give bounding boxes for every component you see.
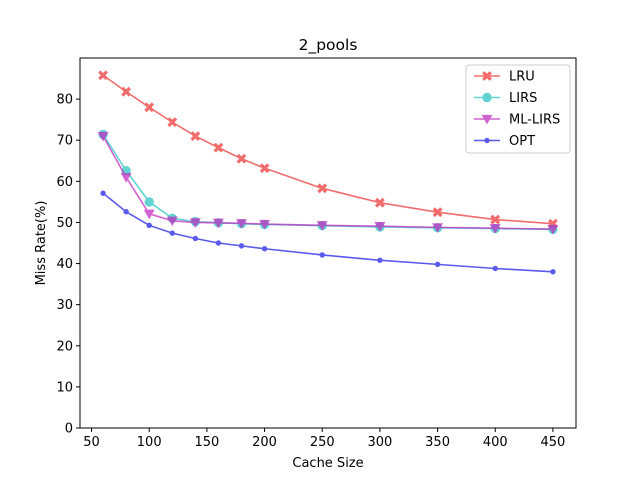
data-point <box>120 173 132 183</box>
legend-marker <box>482 92 492 103</box>
x-tick-label: 350 <box>425 435 450 450</box>
x-axis: 50 100 150 200 250 300 350 400 450 <box>83 428 565 450</box>
data-point <box>123 209 129 215</box>
x-axis-label: Cache Size <box>292 456 363 471</box>
y-axis: 0 10 20 30 40 50 60 70 80 <box>56 93 80 437</box>
legend-label: ML-LIRS <box>509 113 560 128</box>
series-ml-lirs <box>97 131 559 235</box>
data-point <box>166 216 178 227</box>
data-point <box>547 224 559 235</box>
data-point <box>236 153 247 164</box>
data-point <box>319 252 325 258</box>
data-point <box>144 197 154 207</box>
legend-label: OPT <box>509 134 535 149</box>
data-point <box>169 230 175 236</box>
data-point <box>261 246 268 252</box>
data-point <box>146 222 152 229</box>
x-tick-label: 300 <box>367 435 392 450</box>
data-point <box>490 214 501 225</box>
legend-box <box>465 64 571 154</box>
x-tick-label: 400 <box>483 435 508 450</box>
y-tick-label: 50 <box>56 216 73 231</box>
data-point <box>377 257 383 263</box>
data-point <box>259 163 270 174</box>
y-tick-label: 30 <box>56 298 73 313</box>
x-tick-label: 450 <box>541 435 566 450</box>
y-tick-label: 10 <box>56 380 73 395</box>
y-axis-label: Miss Rate(%) <box>34 201 49 286</box>
data-point <box>98 70 108 81</box>
legend-label: LRU <box>509 70 535 85</box>
legend-item-lirs: LIRS <box>474 91 537 106</box>
data-point <box>97 131 109 142</box>
data-point <box>550 269 556 275</box>
y-tick-label: 80 <box>56 93 73 108</box>
legend-item-lru: LRU <box>474 70 535 85</box>
x-tick-label: 100 <box>137 435 162 450</box>
legend-item-ml-lirs: ML-LIRS <box>474 113 560 128</box>
data-point <box>215 240 222 246</box>
y-tick-label: 60 <box>56 175 73 190</box>
data-point <box>100 190 106 196</box>
x-tick-label: 50 <box>83 435 100 450</box>
data-point <box>192 235 199 242</box>
data-point <box>167 117 178 128</box>
x-tick-label: 150 <box>194 435 219 450</box>
y-tick-label: 70 <box>56 134 73 149</box>
axes-frame <box>79 57 577 429</box>
legend-item-opt: OPT <box>474 134 535 149</box>
data-point <box>238 243 245 249</box>
x-tick-label: 250 <box>310 435 335 450</box>
data-point <box>213 142 224 153</box>
data-point <box>374 221 386 232</box>
data-point <box>434 261 441 268</box>
y-tick-label: 20 <box>56 339 73 354</box>
data-point <box>492 265 498 272</box>
legend-marker <box>482 71 492 81</box>
data-point <box>236 219 247 229</box>
data-point <box>189 218 201 228</box>
data-point <box>317 183 328 194</box>
data-point <box>190 131 201 142</box>
data-point <box>121 86 132 97</box>
chart-title: 2_pools <box>299 36 358 55</box>
plot-area <box>97 70 559 275</box>
y-tick-label: 0 <box>65 422 73 437</box>
legend-marker <box>484 137 490 144</box>
data-point <box>432 207 443 218</box>
x-tick-label: 200 <box>252 435 277 450</box>
data-point <box>144 102 155 113</box>
data-point <box>432 223 444 233</box>
series-lru <box>98 70 558 229</box>
data-point <box>489 224 501 234</box>
legend: LRU LIRS ML-LIRS OPT <box>465 64 571 154</box>
data-point <box>316 221 328 231</box>
data-point <box>374 197 385 208</box>
data-point <box>212 218 224 229</box>
legend-label: LIRS <box>509 91 537 106</box>
legend-marker <box>481 114 493 125</box>
y-tick-label: 40 <box>56 257 73 272</box>
series-opt <box>100 190 556 275</box>
data-point <box>259 219 271 230</box>
data-point <box>143 209 155 220</box>
